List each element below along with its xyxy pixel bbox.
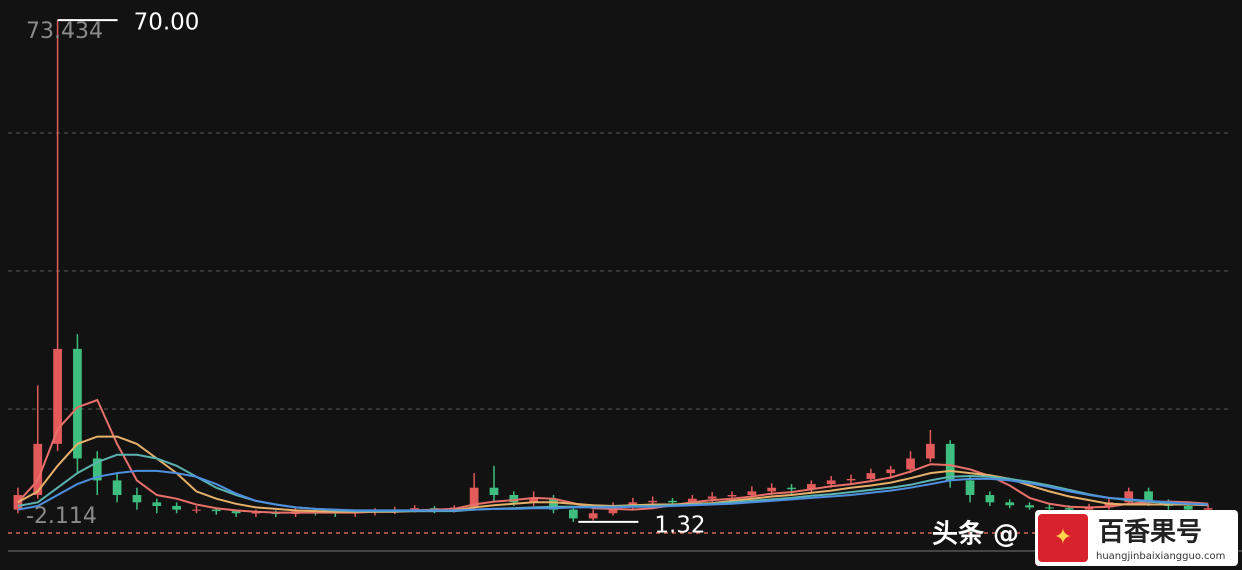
candle-body	[648, 500, 658, 503]
candle-body	[687, 498, 697, 503]
logo-star: ✦	[1054, 525, 1072, 550]
candle-body	[668, 500, 677, 503]
logo-icon	[1038, 514, 1088, 562]
candle-body	[906, 458, 915, 470]
logo-site: huangjinbaixiangguo.com	[1096, 551, 1225, 562]
candle-body	[53, 348, 62, 444]
candle-body	[926, 443, 935, 459]
candle-body	[192, 509, 201, 511]
candle-body	[1025, 505, 1034, 508]
candle-body	[231, 511, 241, 514]
candle-body	[886, 469, 896, 474]
candle-body	[965, 480, 975, 496]
logo-brand: 百香果号	[1098, 518, 1202, 548]
candle-body	[251, 512, 261, 514]
candle-body	[1124, 491, 1134, 503]
candle-body	[469, 487, 479, 508]
y-tick-label: 73.434	[26, 19, 103, 44]
candle-body	[1183, 505, 1193, 510]
candle-body	[549, 498, 558, 510]
candle-body	[132, 495, 142, 503]
watermark: 头条 @ ✦ 百香果号 huangjinbaixiangguo.com	[932, 510, 1238, 566]
candle-body	[1084, 507, 1094, 510]
candle-body	[588, 513, 598, 519]
candle-body	[826, 480, 836, 485]
candle-body	[172, 505, 181, 510]
candle-body	[211, 509, 221, 512]
candle-body	[1144, 491, 1153, 503]
candle-body	[707, 496, 717, 499]
candle-body	[727, 495, 737, 497]
candle-body	[866, 473, 876, 479]
watermark-prefix: 头条 @	[932, 520, 1019, 550]
candle-body	[806, 484, 816, 490]
candle-body	[767, 487, 777, 492]
candle-body	[33, 443, 43, 496]
candle-body	[1045, 507, 1054, 509]
candle-body	[410, 508, 420, 510]
candle-body	[152, 502, 162, 506]
candle-body	[92, 458, 102, 481]
ma-line	[17, 398, 1209, 514]
ma-line	[17, 469, 1209, 512]
y-tick-label: -2.114	[26, 504, 97, 529]
candle-body	[628, 502, 638, 506]
candle-body	[985, 495, 995, 503]
candle-body	[489, 487, 499, 496]
candle-body	[509, 495, 519, 503]
plot-area: 73.434 -2.114 70.00 1.32	[8, 10, 1228, 538]
candle-body	[1203, 508, 1213, 510]
candle-body	[568, 509, 578, 519]
candle-body	[1064, 508, 1074, 510]
candle-body	[73, 348, 82, 459]
candle-body	[112, 480, 122, 496]
candle-body	[846, 478, 856, 481]
candle-body	[1104, 502, 1114, 508]
candle-body	[529, 498, 539, 503]
annotation-label: 1.32	[654, 512, 705, 538]
annotation-label: 70.00	[134, 10, 200, 36]
candle-body	[945, 443, 955, 481]
candle-body	[1005, 502, 1015, 506]
candle-body	[747, 491, 757, 496]
candle-body	[787, 487, 796, 490]
